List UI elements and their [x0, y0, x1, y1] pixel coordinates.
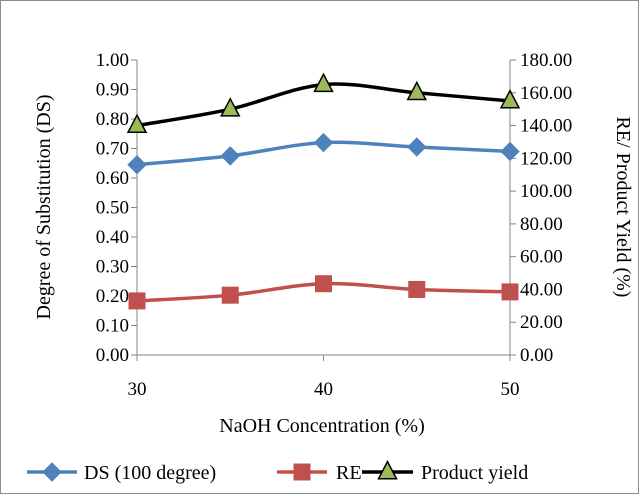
series-layer [126, 72, 521, 310]
data-point [315, 275, 332, 293]
y-tick-label-left: 0.90 [96, 80, 129, 101]
data-point [499, 89, 521, 109]
legend-item-2: Product yield [362, 460, 528, 484]
y-tick-label-right: 20.00 [520, 312, 563, 333]
data-point [313, 132, 334, 153]
data-point [408, 280, 426, 298]
legend-swatch-marker [377, 460, 398, 480]
data-point [126, 113, 148, 134]
legend-item-0: DS (100 degree) [27, 462, 216, 484]
data-point [220, 97, 241, 117]
legend-item-1: RE [277, 462, 362, 484]
series-1 [128, 275, 519, 310]
y-tick-label-left: 0.50 [96, 198, 129, 219]
y-tick-label-left: 0.00 [96, 345, 129, 366]
y-tick-label-left: 0.30 [96, 257, 129, 278]
data-point [406, 80, 427, 101]
legend-label: RE [336, 462, 362, 484]
y-tick-label-right: 0.00 [520, 345, 553, 366]
series-2 [126, 72, 521, 134]
y-tick-label-left: 0.10 [96, 316, 129, 337]
y-axis-title-left: Degree of Substitution (DS) [33, 95, 55, 320]
y-tick-label-left: 0.40 [96, 227, 129, 248]
y-tick-label-left: 0.20 [96, 286, 129, 307]
x-tick-label: 50 [501, 379, 520, 400]
y-tick-label-right: 120.00 [520, 148, 572, 169]
data-point [127, 155, 147, 175]
x-tick-label: 40 [314, 379, 333, 400]
y-tick-label-right: 180.00 [520, 50, 572, 71]
x-axis-title: NaOH Concentration (%) [219, 415, 425, 437]
y-tick-label-right: 40.00 [520, 279, 563, 300]
y-tick-label-left: 0.60 [96, 168, 129, 189]
y-tick-label-right: 100.00 [520, 181, 572, 202]
data-point [313, 72, 334, 93]
data-point [128, 292, 146, 310]
legend-swatch-marker [42, 462, 62, 482]
y-tick-label-right: 140.00 [520, 116, 572, 137]
y-tick-label-left: 0.80 [96, 109, 129, 130]
y-tick-label-right: 160.00 [520, 83, 572, 104]
legend-label: Product yield [421, 462, 528, 484]
series-0 [127, 132, 520, 175]
y-axis-title-right: RE/ Product Yield (%) [612, 117, 634, 298]
legend: DS (100 degree) RE Product yield [27, 460, 528, 484]
x-tick-label: 30 [128, 379, 147, 400]
data-point [501, 283, 519, 301]
y-tick-label-right: 60.00 [520, 247, 563, 268]
legend-label: DS (100 degree) [84, 462, 216, 484]
data-point [221, 286, 239, 304]
y-tick-label-left: 1.00 [96, 50, 129, 71]
data-point [220, 146, 240, 166]
data-point [500, 141, 520, 162]
y-tick-label-right: 80.00 [520, 214, 563, 235]
axes-layer [136, 60, 511, 356]
y-tick-label-left: 0.70 [96, 139, 129, 160]
data-point [407, 137, 427, 157]
ticks-layer: 0.00 0.10 0.20 0.30 0.40 0.50 0.60 0.70 0.80 0.90… [96, 50, 573, 400]
legend-swatch-marker [293, 463, 311, 481]
